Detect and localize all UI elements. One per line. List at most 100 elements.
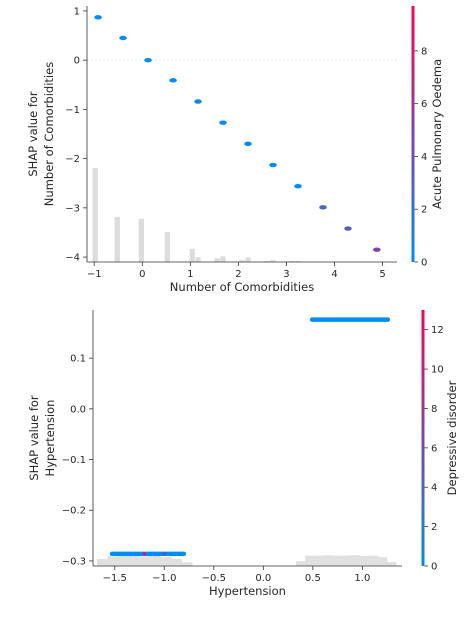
y-tick-label: 1 <box>74 6 80 17</box>
data-point <box>169 78 177 83</box>
histogram-bar <box>138 218 144 262</box>
y-tick-label: −0.3 <box>62 556 86 567</box>
data-point <box>94 15 102 20</box>
data-point <box>194 99 202 104</box>
data-points <box>109 317 391 557</box>
data-point <box>119 35 127 41</box>
y-axis-label: Number of Comorbidities <box>42 62 56 206</box>
data-points <box>94 15 381 252</box>
histogram-bar <box>314 555 324 566</box>
colorbar-tick-label: 0 <box>431 562 437 573</box>
histogram-bar <box>92 168 98 262</box>
x-tick-label: −1 <box>87 269 102 280</box>
histogram-bar <box>170 558 182 566</box>
data-point <box>244 141 252 147</box>
histogram-bar <box>386 561 397 566</box>
histogram-bar <box>359 555 370 566</box>
x-tick-label: 4 <box>331 269 337 280</box>
data-point-band <box>109 551 187 557</box>
x-tick-label: 0.0 <box>255 573 271 584</box>
data-point <box>319 205 327 210</box>
colorbar-tick-label: 8 <box>421 46 427 57</box>
x-tick-label: −0.5 <box>202 573 226 584</box>
colorbar-tick-label: 12 <box>431 325 444 336</box>
histogram-bar <box>220 256 226 262</box>
y-tick-label: −2 <box>65 154 80 165</box>
histogram-bar <box>350 555 360 566</box>
histogram-bar <box>377 557 388 566</box>
y-tick-label: −4 <box>65 253 80 264</box>
data-point <box>219 120 227 125</box>
x-tick-label: 3 <box>283 269 289 280</box>
histogram-bar <box>128 555 140 566</box>
y-tick-label: 0.0 <box>70 404 86 415</box>
colorbar-tick-label: 2 <box>421 205 427 216</box>
x-tick-label: 2 <box>235 269 241 280</box>
histogram-bar <box>341 555 351 566</box>
histogram-bar <box>245 257 251 262</box>
y-tick-label: −0.2 <box>62 506 86 517</box>
histogram-bar <box>195 257 201 262</box>
histogram-bar <box>181 562 193 566</box>
x-tick-label: 1.0 <box>354 573 370 584</box>
data-point <box>144 57 152 63</box>
y-tick-label: −3 <box>65 203 80 214</box>
histogram-bar <box>139 556 151 566</box>
y-tick-label: −0.1 <box>62 455 86 466</box>
colorbar-tick-label: 4 <box>421 152 427 163</box>
histogram-bar <box>189 248 195 262</box>
colorbar-tick-label: 6 <box>431 443 437 454</box>
x-tick-label: −1.0 <box>152 573 176 584</box>
histogram-bar <box>289 261 295 262</box>
histogram-bar <box>323 555 333 566</box>
histogram <box>92 168 301 262</box>
histogram-bar <box>114 216 120 262</box>
colorbar-tick-label: 4 <box>431 483 437 494</box>
x-tick-label: 5 <box>379 269 385 280</box>
data-point <box>269 162 277 168</box>
colorbar-tick-label: 6 <box>421 99 427 110</box>
x-axis-label: Hypertension <box>209 584 286 598</box>
y-axis-label: SHAP value for <box>26 91 40 177</box>
histogram-bar <box>164 231 170 262</box>
data-point <box>142 551 147 556</box>
histogram <box>96 555 397 566</box>
histogram-bar <box>118 555 129 566</box>
colorbar-tick-label: 10 <box>431 365 444 376</box>
x-tick-label: −1.5 <box>103 573 127 584</box>
y-tick-label: 0 <box>74 56 80 67</box>
colorbar-tick-label: 8 <box>431 404 437 415</box>
colorbar-tick-label: 2 <box>431 522 437 533</box>
y-tick-label: 0.1 <box>70 354 86 365</box>
histogram-bar <box>239 260 245 262</box>
histogram-bar <box>296 561 306 566</box>
colorbar-tick-label: 0 <box>421 258 427 269</box>
chart-panel-2: −1.5 −1.0 −0.5 0.0 0.5 1.0 −0.3 −0.2 −0.1 0.0 0.1 H… <box>27 310 459 598</box>
colorbar <box>411 6 415 262</box>
histogram-bar <box>295 261 301 262</box>
x-tick-label: 0 <box>139 269 145 280</box>
data-point <box>344 226 352 231</box>
histogram-bar <box>264 261 270 262</box>
data-point <box>162 551 167 556</box>
histogram-bar <box>368 555 379 566</box>
x-tick-label: 1 <box>187 269 193 280</box>
y-axis-label: SHAP value for <box>27 395 41 481</box>
histogram-bar <box>149 555 161 566</box>
histogram-bar <box>214 258 220 262</box>
histogram-bar <box>96 559 108 566</box>
data-point <box>373 247 381 252</box>
data-point <box>294 183 302 189</box>
colorbar-label: Acute Pulmonary Oedema <box>430 59 444 209</box>
data-point-band <box>309 317 391 322</box>
histogram-bar <box>332 555 342 566</box>
colorbar <box>421 310 425 566</box>
histogram-bar <box>305 555 315 566</box>
x-tick-label: 0.5 <box>305 573 321 584</box>
colorbar-label: Depressive disorder <box>445 380 459 495</box>
x-axis-label: Number of Comorbidities <box>170 280 314 294</box>
histogram-bar <box>160 556 172 566</box>
